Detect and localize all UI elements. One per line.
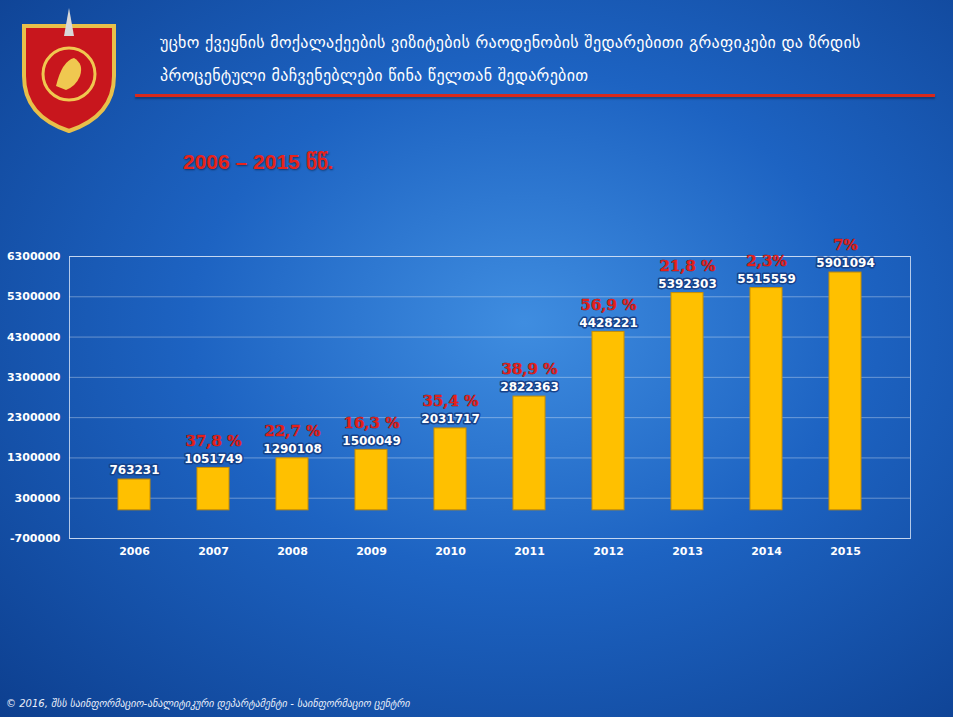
svg-text:7%: 7% xyxy=(833,236,858,254)
html-text:© 2016, შსს საინფორმაციო-ანალი: © 2016, შსს საინფორმაციო-ანალიტიკური დეპ… xyxy=(6,698,410,709)
svg-text:1500049: 1500049 xyxy=(342,434,400,448)
svg-text:5515559: 5515559 xyxy=(737,272,795,286)
svg-text:5901094: 5901094 xyxy=(816,256,874,270)
svg-text:3300000: 3300000 xyxy=(7,371,61,384)
svg-text:2012: 2012 xyxy=(593,545,624,558)
svg-text:2014: 2014 xyxy=(751,545,782,558)
svg-text:35,4 %: 35,4 % xyxy=(422,392,478,410)
svg-text:21,8 %: 21,8 % xyxy=(659,257,715,275)
svg-text:22,7 %: 22,7 % xyxy=(264,422,320,440)
svg-text:16,3 %: 16,3 % xyxy=(343,414,399,432)
svg-text:2010: 2010 xyxy=(435,545,466,558)
svg-text:1300000: 1300000 xyxy=(7,451,61,464)
svg-text:2006: 2006 xyxy=(119,545,150,558)
svg-text:5300000: 5300000 xyxy=(7,290,61,303)
svg-text:2300000: 2300000 xyxy=(7,411,61,424)
svg-text:2011: 2011 xyxy=(514,545,545,558)
svg-text:300000: 300000 xyxy=(15,492,61,505)
svg-text:2009: 2009 xyxy=(356,545,387,558)
svg-text:4300000: 4300000 xyxy=(7,331,61,344)
svg-text:2013: 2013 xyxy=(672,545,703,558)
svg-text:2008: 2008 xyxy=(277,545,308,558)
html-text:უცხო ქვეყნის მოქალაქეების ვიზი: უცხო ქვეყნის მოქალაქეების ვიზიტების რაოდ… xyxy=(160,33,861,85)
svg-text:38,9 %: 38,9 % xyxy=(501,360,557,378)
svg-text:2007: 2007 xyxy=(198,545,229,558)
svg-text:1290108: 1290108 xyxy=(263,442,321,456)
svg-text:2031717: 2031717 xyxy=(421,412,479,426)
html-text:2006 – 2015 წწ.: 2006 – 2015 წწ. xyxy=(183,150,334,173)
svg-text:37,8 %: 37,8 % xyxy=(185,432,241,450)
svg-text:56,9 %: 56,9 % xyxy=(580,296,636,314)
svg-text:-700000: -700000 xyxy=(10,532,61,545)
svg-text:6300000: 6300000 xyxy=(7,250,61,263)
svg-text:2822363: 2822363 xyxy=(500,380,558,394)
svg-text:2,3%: 2,3% xyxy=(746,252,786,270)
svg-text:1051749: 1051749 xyxy=(184,452,242,466)
svg-text:2015: 2015 xyxy=(830,545,861,558)
svg-text:4428221: 4428221 xyxy=(579,316,637,330)
svg-text:5392303: 5392303 xyxy=(658,277,716,291)
svg-text:763231: 763231 xyxy=(109,463,159,477)
